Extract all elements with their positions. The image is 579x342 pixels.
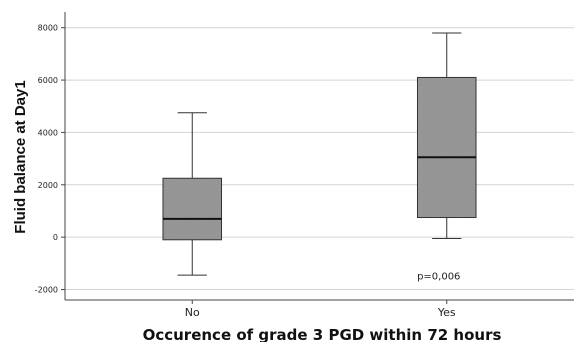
x-axis-label: Occurence of grade 3 PGD within 72 hours (143, 326, 502, 342)
y-tick-label: 4000 (38, 128, 58, 137)
y-tick-label: 2000 (38, 181, 58, 190)
iqr-box (416, 76, 477, 219)
y-tick-label: 0 (53, 233, 58, 242)
axes (61, 12, 574, 304)
p-value-annotation: p=0,006 (417, 271, 460, 282)
iqr-box (162, 177, 223, 241)
y-tick-label: 6000 (38, 76, 58, 85)
y-tick-label: 8000 (38, 24, 58, 33)
y-tick-label: -2000 (35, 286, 58, 295)
x-category-label: No (185, 306, 200, 319)
boxes (162, 32, 477, 276)
y-axis-label: Fluid balance at Day1 (12, 80, 29, 233)
gridlines (65, 27, 574, 291)
x-category-label: Yes (437, 306, 456, 319)
labels: -2000 0 2000 4000 6000 8000 No Yes (35, 24, 456, 319)
